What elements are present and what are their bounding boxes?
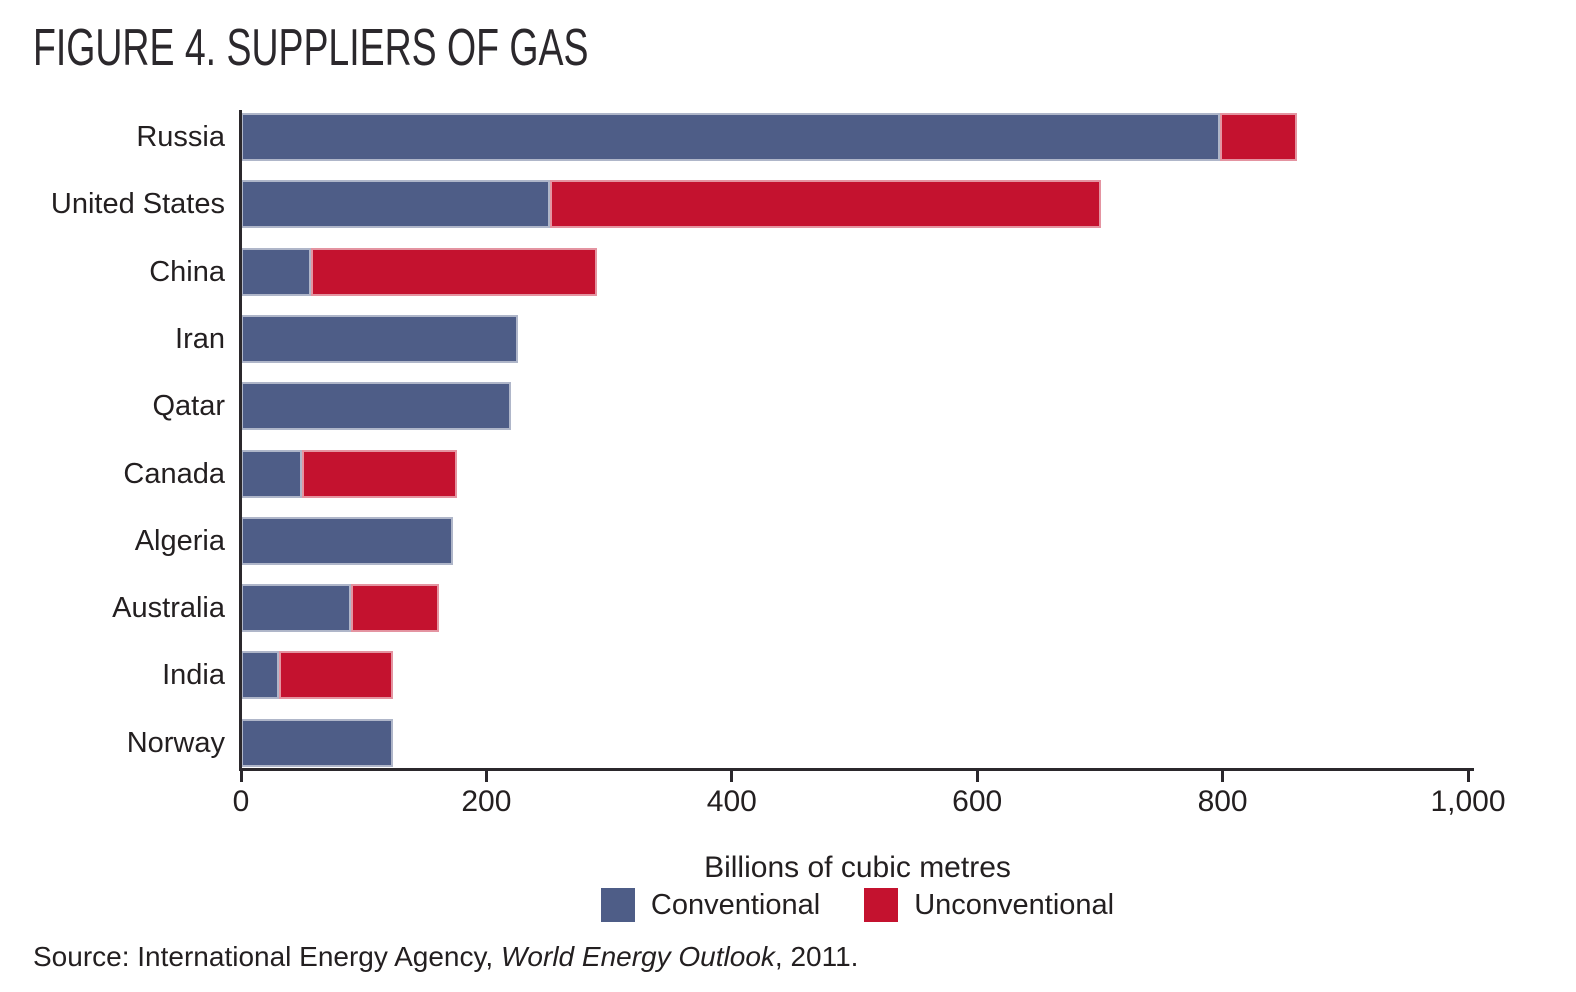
x-axis-line bbox=[239, 768, 1474, 771]
axis-tick bbox=[1221, 771, 1225, 782]
bar-segment-unconventional bbox=[1220, 113, 1298, 161]
bar-segment-conventional bbox=[241, 247, 311, 296]
category-label: Russia bbox=[136, 121, 225, 153]
category-label: Norway bbox=[126, 726, 225, 759]
legend-item-unconventional: Unconventional bbox=[864, 888, 1114, 922]
axis-tick bbox=[1466, 771, 1470, 782]
bar-segment-conventional bbox=[241, 113, 1221, 161]
bar-segment-unconventional bbox=[351, 584, 439, 633]
bar-segment-conventional bbox=[241, 516, 454, 565]
axis-tick-label: 600 bbox=[952, 785, 1003, 818]
bar-segment-conventional bbox=[241, 651, 280, 700]
legend-label: Conventional bbox=[650, 888, 821, 921]
source-work-title: World Energy Outlook bbox=[501, 941, 775, 972]
legend-swatch-conventional bbox=[600, 888, 635, 922]
category-label: Qatar bbox=[152, 390, 225, 423]
bar-segment-conventional bbox=[241, 449, 303, 498]
category-label: India bbox=[162, 659, 225, 692]
legend-item-conventional: Conventional bbox=[600, 888, 821, 922]
page-title: FIGURE 4. SUPPLIERS OF GAS bbox=[33, 19, 589, 77]
y-axis-line bbox=[239, 110, 242, 771]
axis-tick bbox=[239, 771, 243, 782]
axis-tick-label: 1,000 bbox=[1430, 785, 1506, 818]
bar-segment-unconventional bbox=[279, 651, 394, 700]
x-axis-label: Billions of cubic metres bbox=[704, 851, 1011, 884]
axis-tick-label: 800 bbox=[1197, 785, 1248, 818]
legend: Conventional Unconventional bbox=[241, 888, 1474, 922]
legend-swatch-unconventional bbox=[864, 888, 899, 922]
bar-segment-conventional bbox=[241, 382, 511, 431]
source-suffix: , 2011. bbox=[774, 941, 859, 972]
axis-tick bbox=[730, 771, 734, 782]
legend-label: Unconventional bbox=[914, 888, 1115, 921]
axis-tick-label: 0 bbox=[232, 785, 250, 818]
axis-tick-label: 200 bbox=[461, 785, 512, 818]
category-label: Canada bbox=[123, 457, 225, 490]
category-label: Algeria bbox=[134, 524, 225, 557]
axis-tick bbox=[975, 771, 979, 782]
bar-segment-conventional bbox=[241, 584, 352, 633]
bar-segment-unconventional bbox=[310, 247, 597, 296]
source-note: Source: International Energy Agency, Wor… bbox=[33, 941, 858, 973]
bar-segment-conventional bbox=[241, 180, 551, 229]
category-label: United States bbox=[50, 188, 225, 221]
bar-segment-unconventional bbox=[302, 449, 457, 498]
bar-segment-unconventional bbox=[550, 180, 1102, 229]
axis-tick bbox=[484, 771, 488, 782]
bar-segment-conventional bbox=[241, 718, 394, 767]
category-label: Iran bbox=[175, 322, 225, 355]
category-label: China bbox=[149, 255, 225, 288]
category-label: Australia bbox=[112, 592, 225, 625]
axis-tick-label: 400 bbox=[706, 785, 757, 818]
source-prefix: Source: International Energy Agency, bbox=[33, 941, 501, 972]
bar-segment-conventional bbox=[241, 314, 519, 363]
